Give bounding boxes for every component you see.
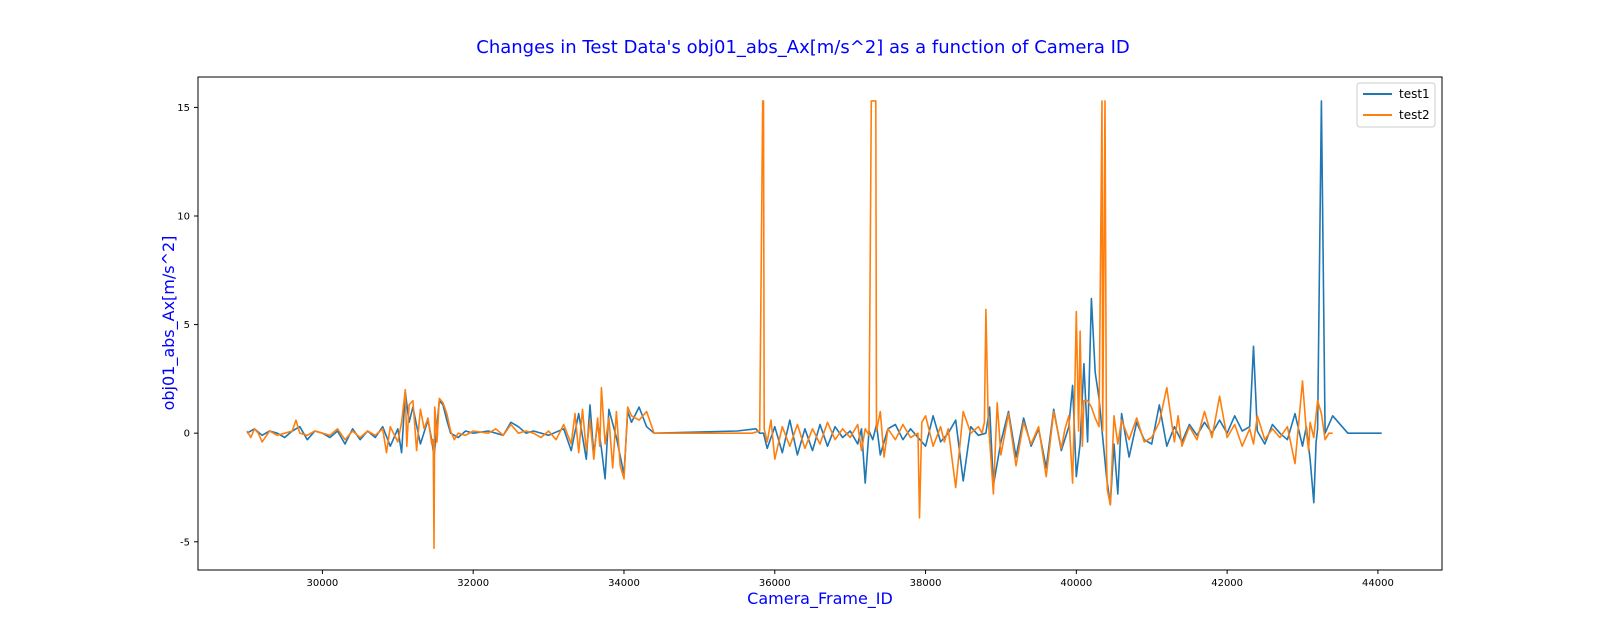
y-tick-label: 10 xyxy=(177,211,190,222)
x-tick-label: 36000 xyxy=(759,578,791,589)
x-tick-label: 32000 xyxy=(457,578,489,589)
x-tick-label: 44000 xyxy=(1362,578,1394,589)
y-tick-label: 15 xyxy=(177,103,190,114)
legend: test1 test2 xyxy=(1356,82,1436,128)
legend-label-test1: test1 xyxy=(1399,87,1430,101)
x-tick-label: 40000 xyxy=(1060,578,1092,589)
y-tick-label: 5 xyxy=(184,320,190,331)
legend-label-test2: test2 xyxy=(1399,108,1430,122)
x-tick-label: 30000 xyxy=(306,578,338,589)
series-layer xyxy=(246,100,1382,550)
plot-frame xyxy=(197,76,1443,571)
series-line-test2 xyxy=(246,100,1333,550)
y-tick-label: -5 xyxy=(180,537,190,548)
y-axis-label: obj01_abs_Ax[m/s^2] xyxy=(159,236,179,411)
chart-title: Changes in Test Data's obj01_abs_Ax[m/s^… xyxy=(476,37,1130,58)
y-axis: -5 0 5 10 15 xyxy=(177,103,198,548)
x-tick-label: 42000 xyxy=(1211,578,1243,589)
x-tick-label: 34000 xyxy=(608,578,640,589)
x-axis: 30000 32000 34000 36000 38000 40000 42000 44000 xyxy=(306,570,1394,589)
x-tick-label: 38000 xyxy=(910,578,942,589)
y-tick-label: 0 xyxy=(184,429,190,440)
x-axis-label: Camera_Frame_ID xyxy=(747,589,893,609)
